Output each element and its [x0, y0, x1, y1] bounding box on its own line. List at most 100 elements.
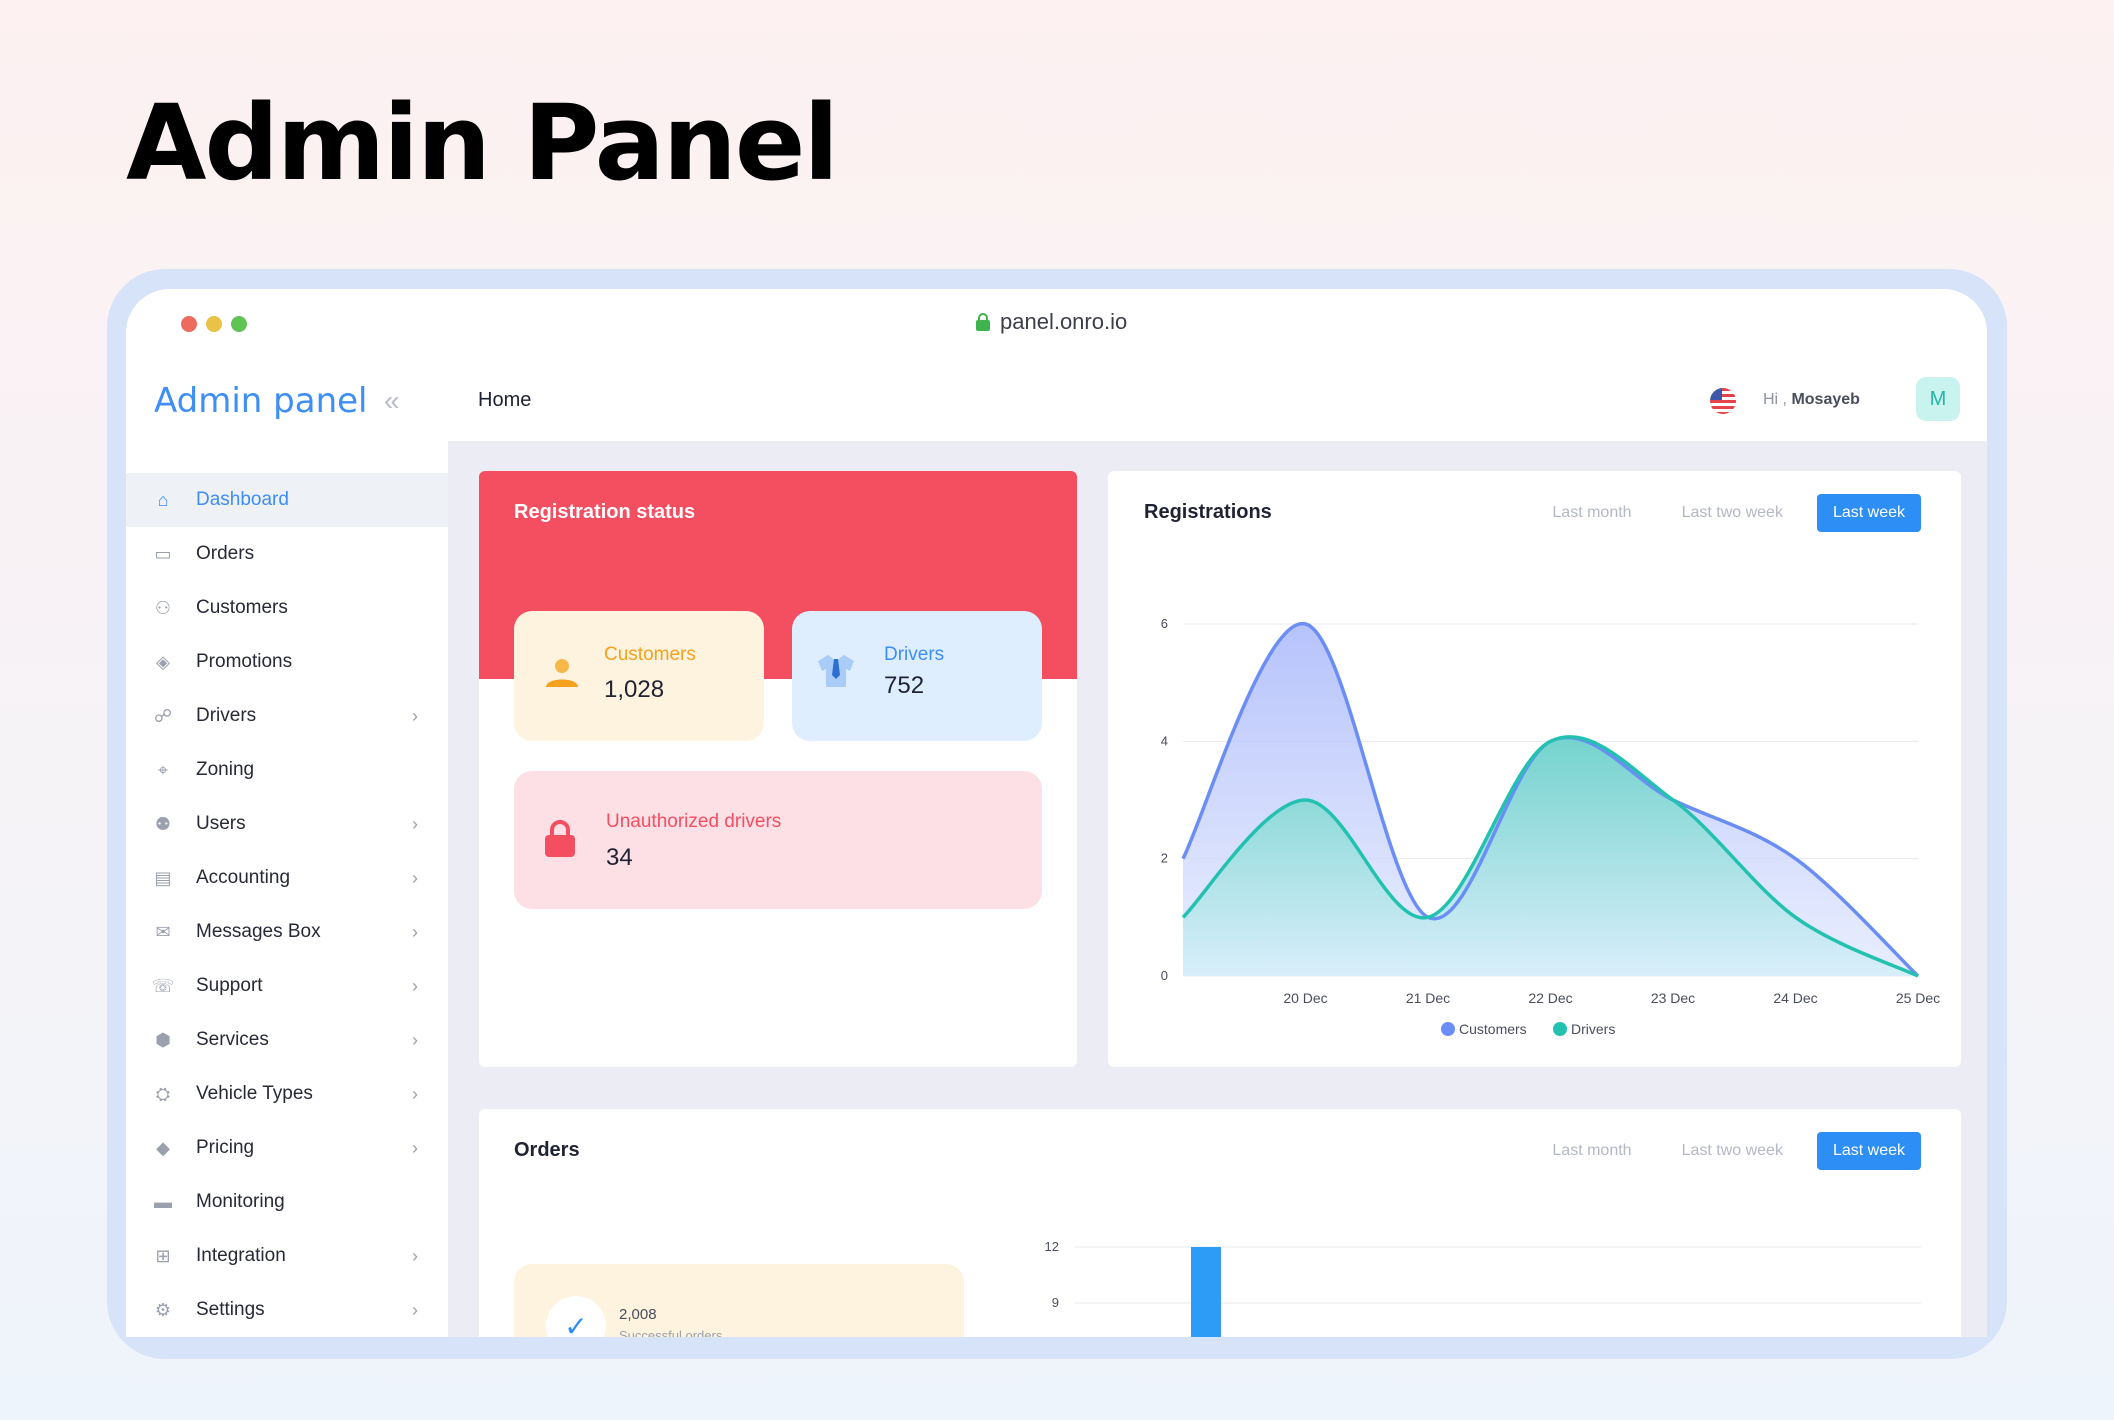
pricing-icon: ◆: [156, 1137, 170, 1158]
sidebar-item-pricing[interactable]: ◆ Pricing ›: [126, 1121, 448, 1175]
monitoring-icon: ▬: [154, 1191, 172, 1212]
chevron-right-icon: ›: [412, 705, 418, 726]
x-tick-label: 22 Dec: [1528, 990, 1572, 1006]
x-tick-label: 23 Dec: [1651, 990, 1695, 1006]
customer-icon: [546, 659, 578, 687]
y-tick-label: 2: [1161, 851, 1168, 866]
sidebar-item-label: Pricing: [196, 1137, 255, 1158]
sidebar-item-integration[interactable]: ⊞ Integration ›: [126, 1229, 448, 1283]
successful-orders-label: Successful orders: [619, 1328, 723, 1337]
sidebar-item-label: Drivers: [196, 705, 257, 726]
sidebar-item-support[interactable]: ☏ Support ›: [126, 959, 448, 1013]
support-icon: ☏: [151, 975, 175, 996]
minimize-window-button[interactable]: [206, 316, 222, 332]
url-text: panel.onro.io: [1000, 309, 1128, 334]
sidebar-item-label: Promotions: [196, 651, 293, 672]
integration-icon: ⊞: [155, 1245, 171, 1266]
y-tick-label: 12: [1045, 1239, 1059, 1254]
drivers-icon: ☍: [153, 705, 173, 726]
sidebar-item-messages-box[interactable]: ✉ Messages Box ›: [126, 905, 448, 959]
sidebar-item-customers[interactable]: ⚇ Customers: [126, 581, 448, 635]
customers-icon: ⚇: [154, 597, 172, 618]
close-window-button[interactable]: [181, 316, 197, 332]
x-tick-label: 25 Dec: [1896, 990, 1940, 1006]
sidebar-item-label: Customers: [196, 597, 288, 618]
sidebar-item-label: Messages Box: [196, 921, 321, 942]
sidebar-item-monitoring[interactable]: ▬ Monitoring: [126, 1175, 448, 1229]
filter-last-week[interactable]: Last week: [1816, 494, 1921, 532]
maximize-window-button[interactable]: [231, 316, 247, 332]
sidebar-item-label: Dashboard: [196, 489, 289, 510]
successful-orders-value: 2,008: [619, 1306, 657, 1323]
chevron-right-icon: ›: [412, 813, 418, 834]
sidebar-item-label: Integration: [196, 1245, 286, 1266]
sidebar-item-services[interactable]: ⬢ Services ›: [126, 1013, 448, 1067]
sidebar-item-label: Settings: [196, 1299, 265, 1320]
home-icon: ⌂: [157, 489, 169, 510]
user-greeting: Hi , Mosayeb: [1763, 391, 1860, 409]
services-icon: ⬢: [155, 1029, 171, 1050]
legend-marker-drivers: [1553, 1022, 1567, 1036]
drivers-stat-card[interactable]: Drivers 752: [792, 611, 1042, 741]
orders-card: 9 12 Orders Last month Last two week Last…: [479, 1109, 1961, 1337]
legend-label-drivers: Drivers: [1571, 1021, 1615, 1037]
drivers-label: Drivers: [884, 644, 945, 665]
successful-orders-card[interactable]: ✓ 2,008 Successful orders: [514, 1264, 964, 1337]
sidebar-item-users[interactable]: ⚉ Users ›: [126, 797, 448, 851]
sidebar-item-accounting[interactable]: ▤ Accounting ›: [126, 851, 448, 905]
sidebar-item-zoning[interactable]: ⌖ Zoning: [126, 743, 448, 797]
sidebar-item-vehicle-types[interactable]: ⛭ Vehicle Types ›: [126, 1067, 448, 1121]
filter-last-month[interactable]: Last month: [1552, 504, 1632, 521]
sidebar: Admin panel « ⌂ Dashboard ▭ Orders ⚇ Customer…: [126, 361, 449, 1337]
chevron-right-icon: ›: [412, 867, 418, 888]
drivers-value: 752: [884, 672, 925, 699]
sidebar-item-label: Services: [196, 1029, 269, 1050]
y-tick-label: 6: [1161, 616, 1168, 631]
collapse-sidebar-icon[interactable]: «: [384, 385, 400, 416]
registrations-chart: 0 2 4 6 20 Dec 21 Dec 22 Dec 23 Dec 24 Dec 25 Dec…: [1161, 616, 1940, 1037]
brand-title: Admin panel: [154, 381, 368, 421]
sidebar-item-settings[interactable]: ⚙ Settings ›: [126, 1283, 448, 1337]
legend-marker-customers: [1441, 1022, 1455, 1036]
driver-shirt-icon: [818, 655, 854, 687]
sidebar-item-promotions[interactable]: ◈ Promotions: [126, 635, 448, 689]
chevron-right-icon: ›: [412, 975, 418, 996]
breadcrumb-home[interactable]: Home: [478, 389, 532, 411]
registrations-title: Registrations: [1144, 501, 1272, 523]
sidebar-item-drivers[interactable]: ☍ Drivers ›: [126, 689, 448, 743]
unauthorized-drivers-card[interactable]: Unauthorized drivers 34: [514, 771, 1042, 909]
messages-icon: ✉: [155, 921, 171, 942]
y-tick-label: 9: [1052, 1295, 1059, 1310]
series-area-drivers: [1183, 736, 1918, 976]
chevron-right-icon: ›: [412, 921, 418, 942]
orders-filter-last-week[interactable]: Last week: [1816, 1132, 1921, 1170]
customers-label: Customers: [604, 644, 696, 665]
chevron-right-icon: ›: [412, 1299, 418, 1320]
x-tick-label: 24 Dec: [1773, 990, 1817, 1006]
sidebar-item-dashboard[interactable]: ⌂ Dashboard: [126, 473, 448, 527]
lock-icon: [545, 820, 575, 857]
sidebar-item-label: Zoning: [196, 759, 255, 780]
chevron-right-icon: ›: [412, 1137, 418, 1158]
customers-stat-card[interactable]: Customers 1,028: [514, 611, 764, 741]
browser-window: panel.onro.io Admin panel « ⌂ Dashboard ▭ O…: [126, 289, 1987, 1337]
settings-icon: ⚙: [154, 1299, 172, 1320]
accounting-icon: ▤: [154, 867, 172, 888]
sidebar-item-label: Support: [196, 975, 263, 996]
filter-last-two-week[interactable]: Last two week: [1681, 504, 1783, 521]
avatar[interactable]: M: [1916, 377, 1960, 421]
orders-filter-last-month[interactable]: Last month: [1552, 1142, 1632, 1159]
orders-filter-last-two-week[interactable]: Last two week: [1681, 1142, 1783, 1159]
us-flag-icon[interactable]: [1710, 388, 1736, 414]
orders-icon: ▭: [154, 543, 172, 564]
x-tick-label: 20 Dec: [1283, 990, 1327, 1006]
user-name: Mosayeb: [1791, 391, 1860, 408]
y-tick-label: 4: [1161, 733, 1168, 748]
registration-status-title: Registration status: [514, 501, 696, 523]
vehicle-icon: ⛭: [155, 1083, 171, 1104]
customers-value: 1,028: [604, 676, 665, 703]
address-bar[interactable]: panel.onro.io: [976, 309, 1127, 335]
sidebar-item-orders[interactable]: ▭ Orders: [126, 527, 448, 581]
sidebar-item-label: Monitoring: [196, 1191, 285, 1212]
check-icon: ✓: [546, 1296, 606, 1337]
